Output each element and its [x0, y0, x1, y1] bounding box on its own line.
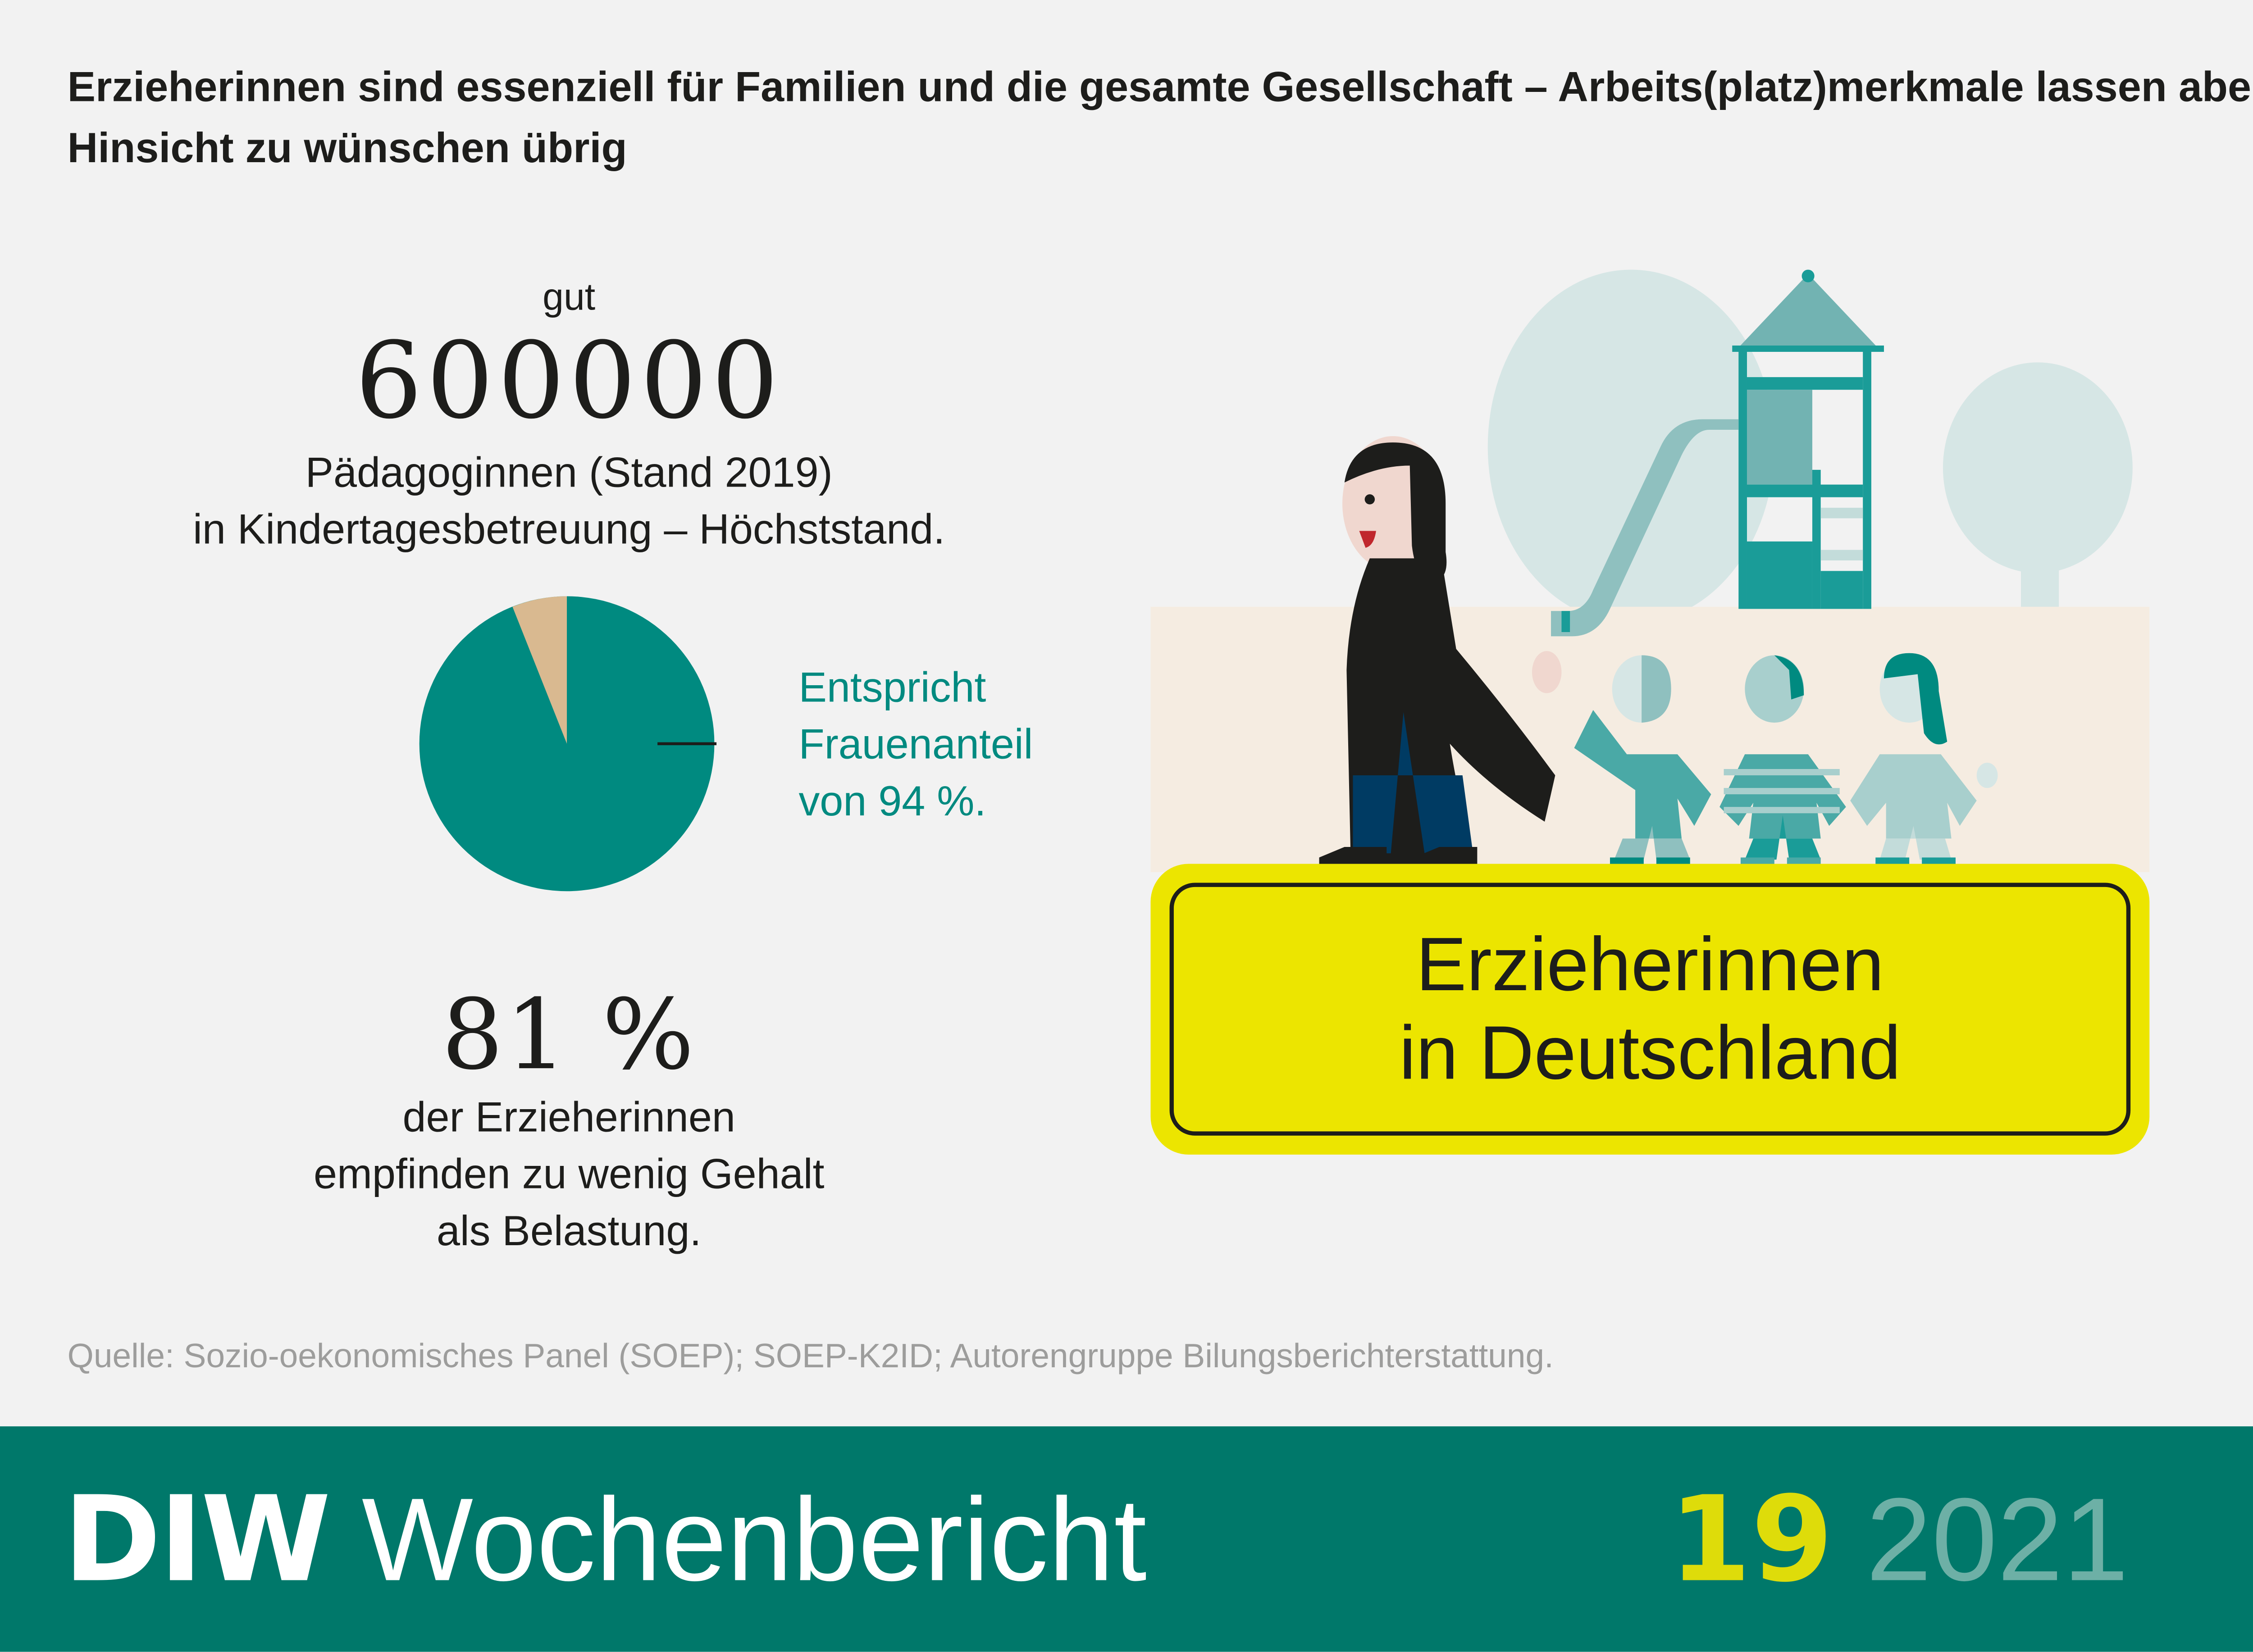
playground-illustration — [1150, 269, 2150, 873]
tree-large-icon — [1487, 269, 1774, 624]
headline-line-2: Hinsicht zu wünschen übrig — [67, 126, 627, 173]
stat-desc-line-1: aller Erzieherinnen würden ihre — [2192, 1064, 2253, 1121]
issue-number: 19 — [1669, 1473, 1833, 1610]
stat-desc-line-2: in Kindertagesbetreuung – Höchststand. — [193, 508, 945, 554]
publication-title: DIW Wochenbericht — [63, 1476, 1147, 1605]
stat-reduce-hours: 32 % aller Erzieherinnen würden ihre Arb… — [2192, 959, 2253, 1292]
play-tower-icon — [1732, 269, 1884, 609]
stat-desc-line-3: unter den Vollzeit(nah)beschäftigten — [2192, 1178, 2253, 1234]
stat-value: 81 % — [442, 977, 697, 1092]
stat-desc-line-1: Pädagoginnen (Stand 2019) — [305, 451, 833, 497]
stat-desc-line-4: sogar 39 Prozent. — [2192, 1235, 2253, 1292]
pie-label: Entspricht Frauenanteil von 94 %. — [798, 661, 1033, 832]
issue-year: 2021 — [1866, 1473, 2129, 1606]
headline-line-1: Erzieherinnen sind essenziell für Famili… — [67, 65, 2253, 112]
stat-desc-line-3: als Belastung. — [436, 1209, 702, 1256]
stat-desc-line-2: empfinden zu wenig Gehalt — [313, 1152, 825, 1199]
brand-bold: DIW — [63, 1473, 331, 1610]
stat-value: 600000 — [355, 320, 783, 443]
stat-desc-line-1: fühlen sich durch Zeitdruck — [2149, 371, 2253, 428]
educator-legs — [1353, 712, 1473, 854]
stat-desc-line-2: Arbeitszeit gerne verringern – — [2192, 1121, 2253, 1178]
pie-label-line-3: von 94 %. — [798, 779, 986, 826]
child-figure-icon — [1574, 655, 1711, 868]
stat-desc-line-1: der Erzieherinnen — [402, 1095, 735, 1142]
issue-label: 19 2021 — [1669, 1476, 2129, 1605]
town-sign: Erzieherinnen in Deutschland — [1150, 864, 2150, 1155]
source-note: Quelle: Sozio-oekonomisches Panel (SOEP)… — [67, 1340, 1554, 1376]
stat-value: 69 % — [2149, 253, 2253, 358]
stat-salary: 81 % der Erzieherinnen empfinden zu weni… — [127, 982, 1012, 1262]
slide-icon — [1551, 419, 1739, 637]
stat-prefix: gut — [543, 276, 596, 319]
child-figure-icon — [1850, 653, 1998, 868]
brand-light: Wochenbericht — [361, 1473, 1147, 1606]
pie-label-line-2: Frauenanteil — [798, 723, 1033, 769]
stat-educators-count: gut 600000 Pädagoginnen (Stand 2019) in … — [84, 270, 1054, 560]
educator-figure-icon — [1342, 436, 1562, 864]
figures-lower — [1319, 653, 1998, 868]
pie-slice-men — [512, 596, 567, 744]
tree-small-icon — [1943, 362, 2133, 573]
town-sign-inner: Erzieherinnen in Deutschland — [1169, 883, 2131, 1136]
headline: Erzieherinnen sind essenziell für Famili… — [68, 59, 2253, 181]
stat-value: 32 % — [2192, 959, 2253, 1064]
sign-line-1: Erzieherinnen — [1416, 920, 1884, 1007]
stat-time-pressure: 69 % fühlen sich durch Zeitdruck bei der… — [2149, 253, 2253, 484]
footer-bar: DIW Wochenbericht 19 2021 — [0, 1426, 2253, 1652]
pie-label-line-1: Entspricht — [798, 665, 986, 712]
pie-chart — [419, 596, 717, 892]
child-figure-icon — [1719, 655, 1846, 868]
stat-desc-line-2: bei der Arbeit belastet. — [2149, 428, 2253, 484]
sign-line-2: in Deutschland — [1399, 1009, 1901, 1096]
